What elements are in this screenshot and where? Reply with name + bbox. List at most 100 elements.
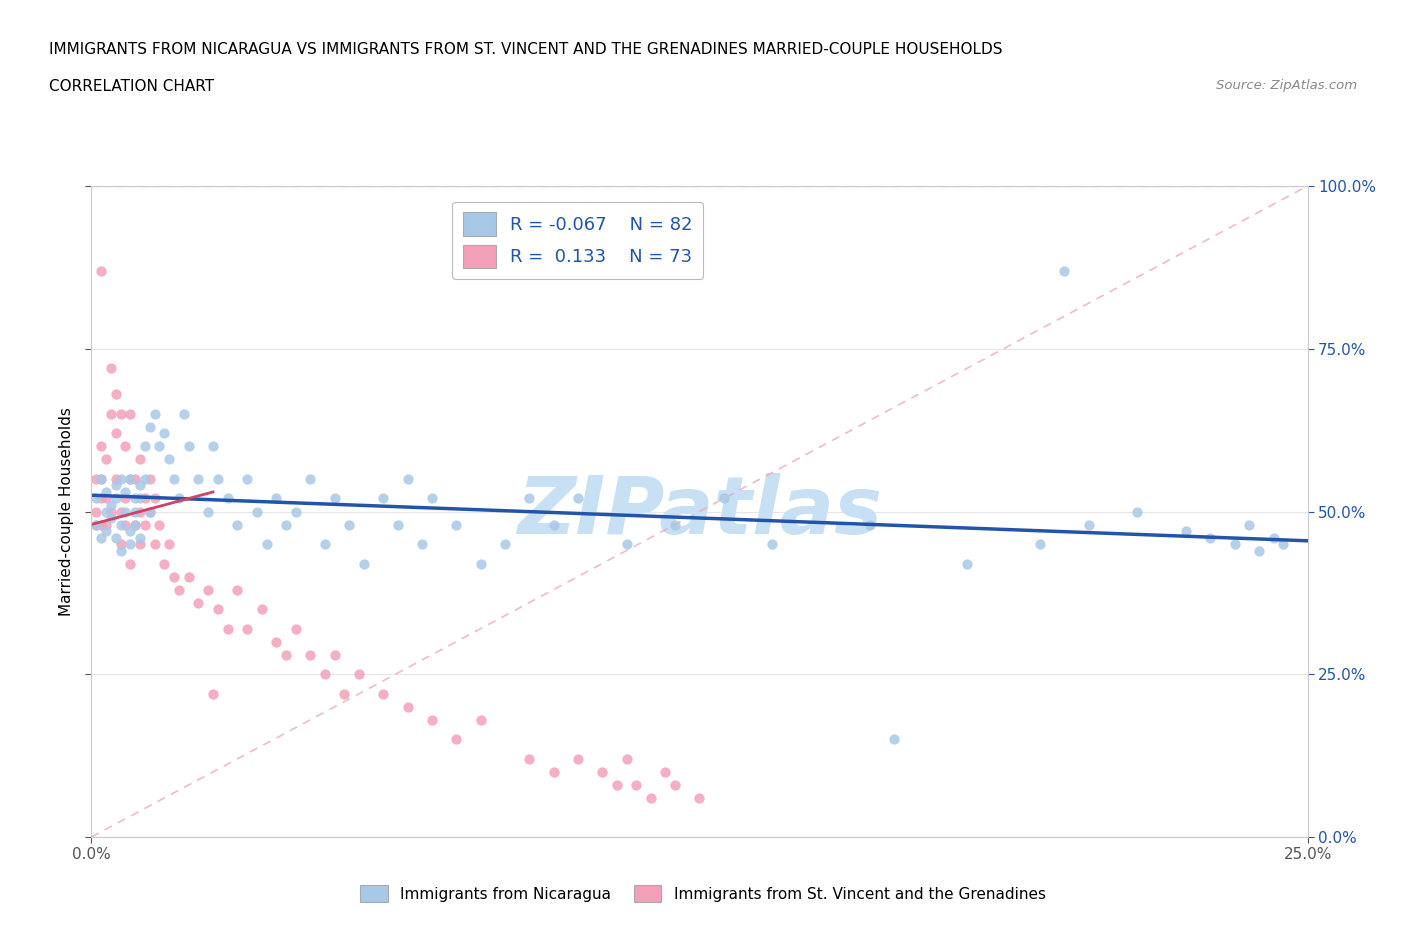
- Point: [207, 472, 229, 486]
- Point: [120, 556, 142, 571]
- Point: [124, 517, 146, 532]
- Point: [1247, 543, 1270, 558]
- Point: [167, 582, 190, 597]
- Point: [134, 517, 156, 532]
- Point: [90, 263, 112, 278]
- Point: [640, 790, 662, 805]
- Point: [250, 602, 273, 617]
- Point: [591, 764, 613, 779]
- Point: [104, 387, 127, 402]
- Point: [124, 517, 146, 532]
- Point: [1126, 504, 1149, 519]
- Point: [567, 491, 589, 506]
- Point: [94, 485, 117, 499]
- Point: [664, 517, 686, 532]
- Point: [373, 491, 395, 506]
- Point: [163, 472, 186, 486]
- Point: [153, 426, 176, 441]
- Point: [120, 537, 142, 551]
- Point: [84, 472, 107, 486]
- Point: [157, 452, 180, 467]
- Point: [124, 504, 146, 519]
- Point: [411, 537, 433, 551]
- Point: [90, 491, 112, 506]
- Point: [236, 472, 259, 486]
- Point: [616, 751, 638, 766]
- Point: [129, 452, 152, 467]
- Point: [90, 439, 112, 454]
- Point: [114, 491, 136, 506]
- Point: [1175, 524, 1198, 538]
- Point: [664, 777, 686, 792]
- Point: [90, 472, 112, 486]
- Point: [120, 406, 142, 421]
- Point: [157, 537, 180, 551]
- Point: [120, 472, 142, 486]
- Point: [1263, 530, 1285, 545]
- Point: [134, 472, 156, 486]
- Text: Source: ZipAtlas.com: Source: ZipAtlas.com: [1216, 79, 1357, 92]
- Point: [143, 406, 166, 421]
- Point: [197, 582, 219, 597]
- Point: [84, 517, 107, 532]
- Point: [110, 543, 132, 558]
- Point: [314, 537, 336, 551]
- Point: [323, 647, 346, 662]
- Text: CORRELATION CHART: CORRELATION CHART: [49, 79, 214, 94]
- Point: [143, 537, 166, 551]
- Point: [284, 621, 307, 636]
- Point: [124, 472, 146, 486]
- Point: [337, 517, 360, 532]
- Point: [104, 478, 127, 493]
- Point: [883, 732, 905, 747]
- Point: [236, 621, 259, 636]
- Point: [470, 712, 492, 727]
- Point: [396, 472, 419, 486]
- Point: [94, 491, 117, 506]
- Point: [163, 569, 186, 584]
- Point: [177, 569, 200, 584]
- Point: [134, 491, 156, 506]
- Point: [153, 556, 176, 571]
- Point: [90, 472, 112, 486]
- Point: [396, 699, 419, 714]
- Point: [713, 491, 735, 506]
- Point: [114, 439, 136, 454]
- Point: [94, 517, 117, 532]
- Point: [129, 504, 152, 519]
- Point: [202, 439, 225, 454]
- Point: [110, 517, 132, 532]
- Point: [100, 504, 122, 519]
- Point: [100, 361, 122, 376]
- Point: [517, 751, 540, 766]
- Point: [1272, 537, 1295, 551]
- Point: [129, 537, 152, 551]
- Point: [543, 764, 565, 779]
- Point: [616, 537, 638, 551]
- Point: [444, 732, 467, 747]
- Point: [129, 491, 152, 506]
- Point: [104, 472, 127, 486]
- Point: [1223, 537, 1246, 551]
- Point: [114, 517, 136, 532]
- Point: [110, 504, 132, 519]
- Legend: R = -0.067    N = 82, R =  0.133    N = 73: R = -0.067 N = 82, R = 0.133 N = 73: [453, 202, 703, 279]
- Point: [353, 556, 375, 571]
- Point: [387, 517, 409, 532]
- Point: [373, 686, 395, 701]
- Point: [187, 595, 209, 610]
- Point: [1077, 517, 1099, 532]
- Point: [139, 472, 162, 486]
- Point: [143, 491, 166, 506]
- Point: [104, 491, 127, 506]
- Text: IMMIGRANTS FROM NICARAGUA VS IMMIGRANTS FROM ST. VINCENT AND THE GRENADINES MARR: IMMIGRANTS FROM NICARAGUA VS IMMIGRANTS …: [49, 42, 1002, 57]
- Point: [859, 517, 882, 532]
- Point: [284, 504, 307, 519]
- Point: [100, 498, 122, 512]
- Point: [347, 667, 370, 682]
- Point: [654, 764, 676, 779]
- Point: [207, 602, 229, 617]
- Point: [94, 452, 117, 467]
- Point: [264, 634, 287, 649]
- Point: [1029, 537, 1052, 551]
